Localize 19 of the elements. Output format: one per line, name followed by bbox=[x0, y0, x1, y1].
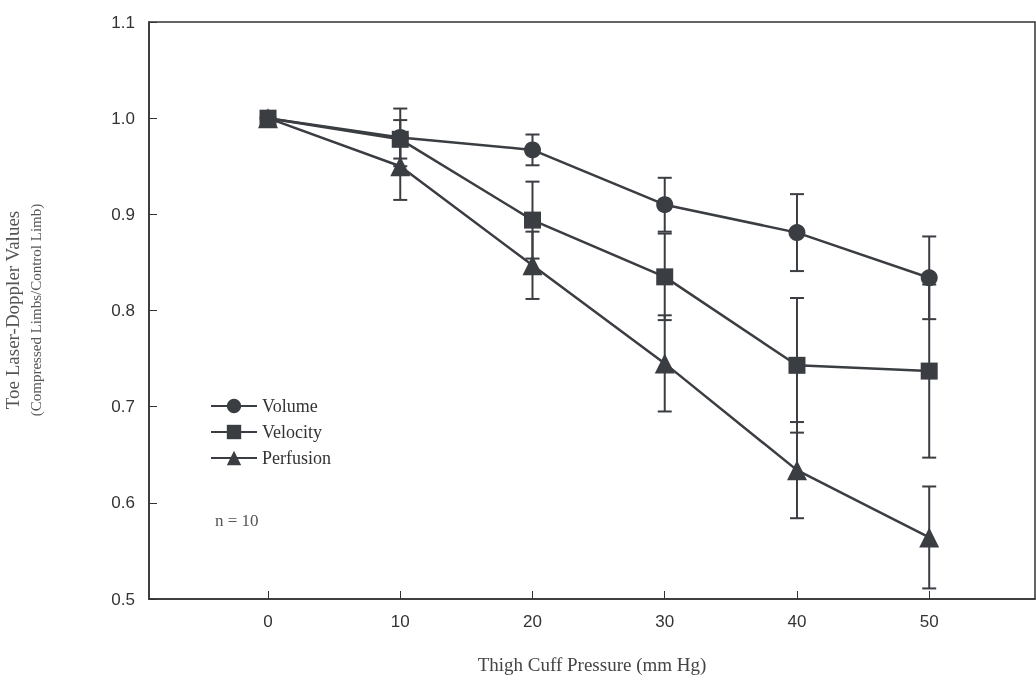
y-tick-label: 1.0 bbox=[111, 108, 135, 128]
y-tick-label: 0.9 bbox=[111, 204, 135, 224]
x-tick-label: 10 bbox=[390, 612, 410, 631]
x-tick-label: 40 bbox=[787, 612, 807, 631]
y-tick-label: 1.1 bbox=[111, 12, 135, 32]
legend-label: Volume bbox=[262, 396, 318, 416]
x-tick-label: 30 bbox=[655, 612, 675, 631]
y-tick-label: 0.5 bbox=[111, 589, 135, 609]
annotation: n = 10 bbox=[215, 511, 259, 530]
x-tick-label: 0 bbox=[263, 612, 273, 631]
legend-label: Perfusion bbox=[262, 448, 331, 468]
x-axis-title: Thigh Cuff Pressure (mm Hg) bbox=[477, 654, 707, 676]
x-tick-label: 50 bbox=[919, 612, 939, 631]
y-axis-title: Toe Laser-Doppler Values (Compressed Limbs/Control Limb) bbox=[1, 203, 45, 417]
y-tick-label: 0.7 bbox=[111, 397, 135, 417]
y-tick-label: 0.6 bbox=[111, 493, 135, 513]
y-tick-label: 0.8 bbox=[111, 301, 135, 320]
x-tick-label: 20 bbox=[523, 612, 542, 631]
legend-label: Velocity bbox=[262, 422, 322, 442]
